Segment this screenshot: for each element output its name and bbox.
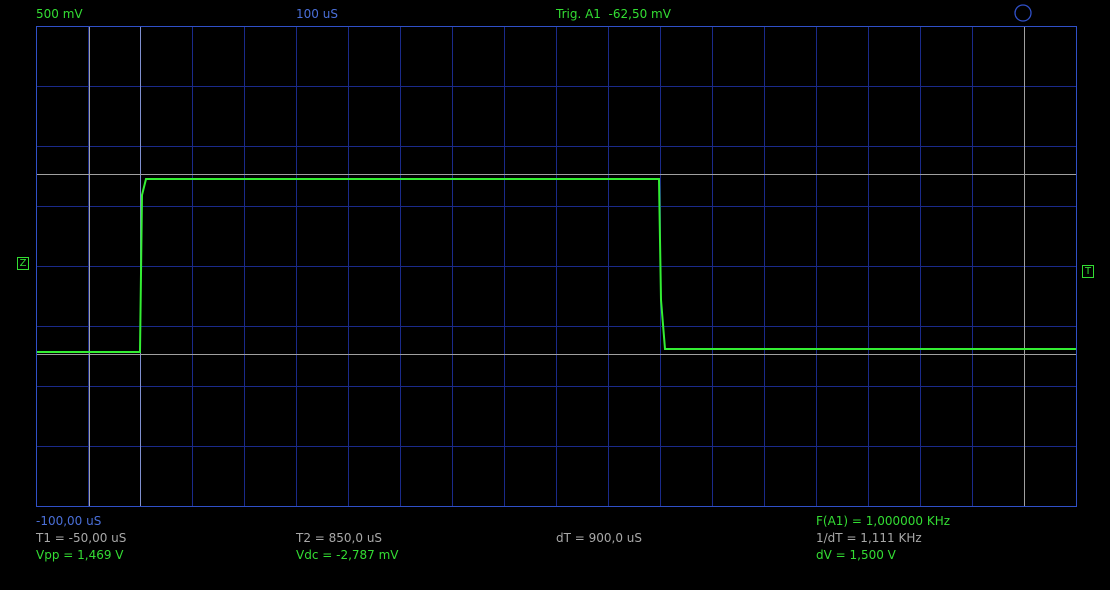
dt: dT = 900,0 uS xyxy=(556,531,643,545)
vdc: Vdc = -2,787 mV xyxy=(296,548,399,562)
frequency: F(A1) = 1,000000 KHz xyxy=(816,514,951,528)
t2: T2 = 850,0 uS xyxy=(296,531,383,545)
ground-marker: Z xyxy=(17,257,29,270)
time-per-div: 100 uS xyxy=(296,7,338,21)
grid xyxy=(37,27,1076,506)
trigger-level: Trig. A1 -62,50 mV xyxy=(556,7,671,21)
trigger-marker: T xyxy=(1082,265,1094,278)
inv-dt: 1/dT = 1,111 KHz xyxy=(816,531,922,545)
plot-frame xyxy=(36,26,1077,507)
status-indicator xyxy=(1014,4,1032,22)
start-time: -100,00 uS xyxy=(36,514,102,528)
waveform xyxy=(37,178,1076,353)
t1: T1 = -50,00 uS xyxy=(36,531,127,545)
vpp: Vpp = 1,469 V xyxy=(36,548,124,562)
volts-per-div: 500 mV xyxy=(36,7,83,21)
dv: dV = 1,500 V xyxy=(816,548,896,562)
